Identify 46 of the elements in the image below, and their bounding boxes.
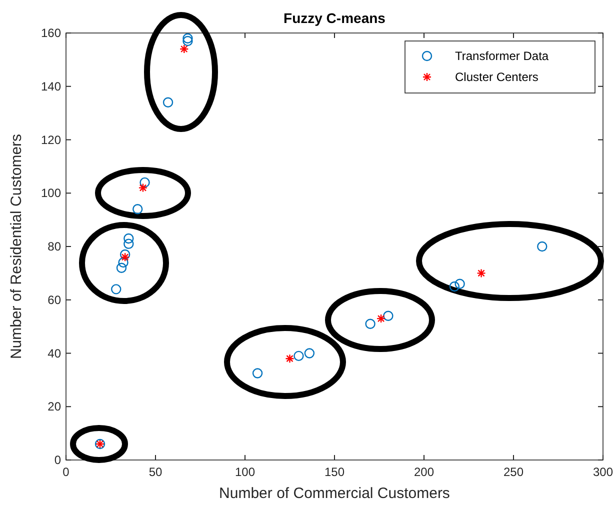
x-tick-label: 200 xyxy=(414,465,434,479)
x-tick-label: 100 xyxy=(234,465,256,479)
point xyxy=(304,348,315,358)
y-tick-label: 0 xyxy=(54,453,62,467)
y-tick-label: 20 xyxy=(48,400,62,414)
x-axis-title: Number of Commercial Customers xyxy=(219,485,450,502)
point xyxy=(132,204,143,214)
point xyxy=(138,183,148,192)
y-tick-label: 140 xyxy=(40,79,62,94)
point xyxy=(376,314,386,324)
point xyxy=(124,238,134,249)
point xyxy=(383,310,394,321)
y-tick-label: 100 xyxy=(40,186,62,200)
point xyxy=(454,278,465,289)
point xyxy=(118,257,128,268)
x-tick-label: 150 xyxy=(324,465,345,479)
y-tick-label: 60 xyxy=(48,292,62,307)
x-tick-label: 0 xyxy=(62,465,70,479)
y-tick-label: 160 xyxy=(40,26,62,40)
point xyxy=(182,36,193,46)
point xyxy=(182,33,193,44)
point xyxy=(162,97,174,108)
point xyxy=(111,284,122,294)
y-tick-label: 80 xyxy=(48,240,62,254)
point xyxy=(180,44,189,54)
x-tick-label: 250 xyxy=(503,465,524,479)
x-tick-label: 50 xyxy=(148,465,162,479)
point xyxy=(476,268,486,278)
legend-label: Transformer Data xyxy=(455,49,549,63)
point xyxy=(120,252,130,262)
point xyxy=(124,233,134,244)
y-axis-title: Number of Residential Customers xyxy=(8,134,25,360)
point xyxy=(140,177,150,188)
x-tick-label: 300 xyxy=(592,465,614,479)
point xyxy=(285,354,294,364)
point xyxy=(365,318,376,329)
chart-title: Fuzzy C-means xyxy=(284,10,386,26)
point xyxy=(537,241,548,252)
point xyxy=(252,368,263,378)
point xyxy=(449,281,460,292)
y-tick-label: 40 xyxy=(48,346,62,360)
point xyxy=(120,249,130,260)
point xyxy=(294,350,304,362)
y-tick-label: 120 xyxy=(40,132,62,147)
legend-label: Cluster Centers xyxy=(455,70,538,84)
point xyxy=(116,262,127,273)
